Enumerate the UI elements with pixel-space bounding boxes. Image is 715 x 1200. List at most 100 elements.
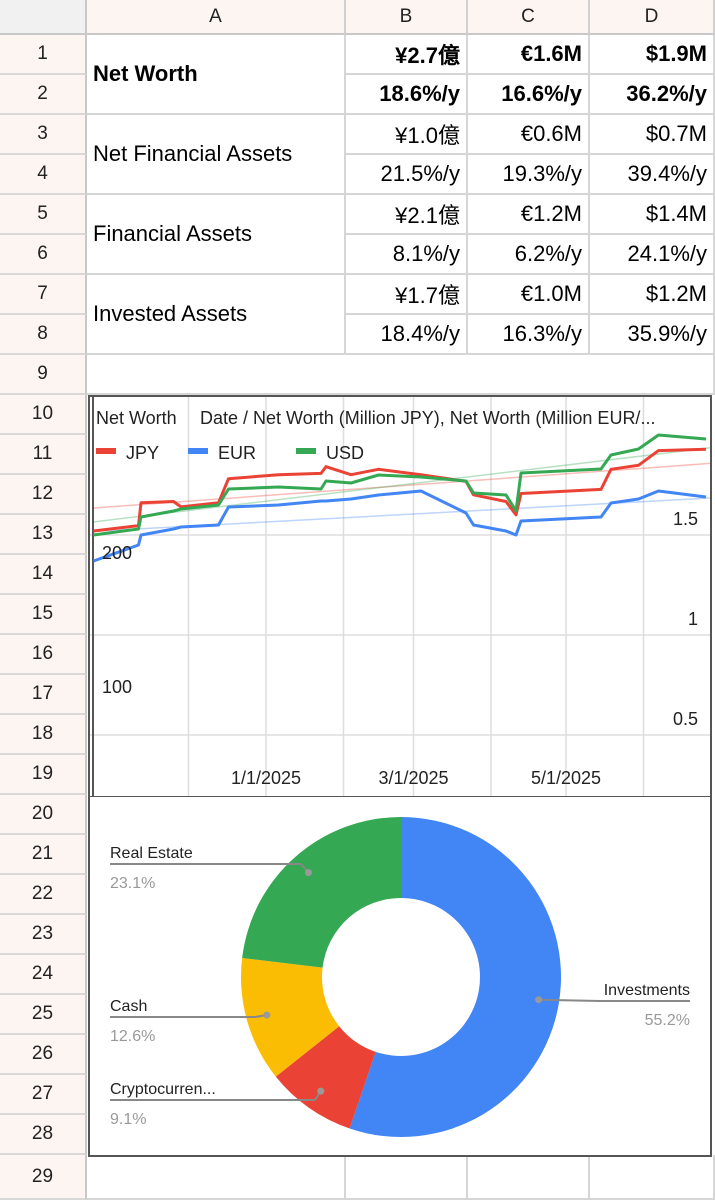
- row-header-5[interactable]: 5: [0, 195, 87, 235]
- row-header-20[interactable]: 20: [0, 795, 87, 835]
- summary-label[interactable]: Financial Assets: [87, 195, 346, 275]
- slice-investments: [349, 817, 561, 1137]
- usd-trendline: [93, 447, 710, 523]
- summary-growth[interactable]: 6.2%/y: [468, 235, 590, 275]
- row-header-7[interactable]: 7: [0, 275, 87, 315]
- left-axis-tick: 100: [102, 677, 132, 697]
- select-all-corner[interactable]: [0, 0, 87, 35]
- summary-value[interactable]: ¥1.7億: [346, 275, 468, 315]
- row-header-25[interactable]: 25: [0, 995, 87, 1035]
- leader-line: [538, 998, 601, 1002]
- summary-value[interactable]: $0.7M: [590, 115, 715, 155]
- x-axis-tick: 5/1/2025: [531, 768, 601, 788]
- jpy-series-line: [93, 447, 707, 533]
- summary-growth[interactable]: 24.1%/y: [590, 235, 715, 275]
- donut-chart-svg: Investments 55.2% Cryptocurren... 9.1% Cash 1…: [110, 817, 690, 1137]
- summary-value[interactable]: ¥2.1億: [346, 195, 468, 235]
- leader-dot: [304, 869, 312, 877]
- asset-allocation-donut-chart[interactable]: Investments 55.2% Cryptocurren... 9.1% Cash 1…: [88, 797, 712, 1157]
- slice-label: Cryptocurren...: [110, 1081, 216, 1098]
- column-header-c[interactable]: C: [468, 0, 590, 35]
- row-header-14[interactable]: 14: [0, 555, 87, 595]
- row-header-28[interactable]: 28: [0, 1115, 87, 1155]
- row-header-2[interactable]: 2: [0, 75, 87, 115]
- summary-growth[interactable]: 8.1%/y: [346, 235, 468, 275]
- row-header-27[interactable]: 27: [0, 1075, 87, 1115]
- empty-row-9[interactable]: [87, 355, 715, 395]
- cell-b29[interactable]: [346, 1155, 468, 1200]
- right-axis-tick: 1.5: [673, 509, 698, 529]
- row-header-8[interactable]: 8: [0, 315, 87, 355]
- summary-label[interactable]: Net Worth: [87, 35, 346, 115]
- row-header-29[interactable]: 29: [0, 1155, 87, 1200]
- summary-growth[interactable]: 35.9%/y: [590, 315, 715, 355]
- summary-value[interactable]: €0.6M: [468, 115, 590, 155]
- summary-value[interactable]: $1.2M: [590, 275, 715, 315]
- right-axis-tick: 0.5: [673, 709, 698, 729]
- summary-growth[interactable]: 16.3%/y: [468, 315, 590, 355]
- row-header-15[interactable]: 15: [0, 595, 87, 635]
- line-chart-svg: Net Worth Date / Net Worth (Million JPY),…: [90, 397, 710, 796]
- row-header-26[interactable]: 26: [0, 1035, 87, 1075]
- summary-value[interactable]: $1.4M: [590, 195, 715, 235]
- row-header-22[interactable]: 22: [0, 875, 87, 915]
- legend-label-usd: USD: [326, 443, 364, 463]
- row-header-4[interactable]: 4: [0, 155, 87, 195]
- column-header-b[interactable]: B: [346, 0, 468, 35]
- summary-label[interactable]: Net Financial Assets: [87, 115, 346, 195]
- net-worth-line-chart[interactable]: Net Worth Date / Net Worth (Million JPY),…: [88, 395, 712, 798]
- summary-growth[interactable]: 19.3%/y: [468, 155, 590, 195]
- row-header-24[interactable]: 24: [0, 955, 87, 995]
- legend-swatch-usd: [296, 448, 316, 454]
- row-header-23[interactable]: 23: [0, 915, 87, 955]
- legend-label-eur: EUR: [218, 443, 256, 463]
- slice-percent: 55.2%: [645, 1012, 690, 1029]
- row-header-10[interactable]: 10: [0, 395, 87, 435]
- row-header-13[interactable]: 13: [0, 515, 87, 555]
- row-header-21[interactable]: 21: [0, 835, 87, 875]
- summary-growth[interactable]: 18.6%/y: [346, 75, 468, 115]
- x-axis-tick: 3/1/2025: [378, 768, 448, 788]
- row-header-12[interactable]: 12: [0, 475, 87, 515]
- summary-value[interactable]: ¥2.7億: [346, 35, 468, 75]
- cell-d29[interactable]: [590, 1155, 715, 1200]
- summary-value[interactable]: €1.2M: [468, 195, 590, 235]
- summary-growth[interactable]: 16.6%/y: [468, 75, 590, 115]
- summary-value[interactable]: ¥1.0億: [346, 115, 468, 155]
- slice-percent: 12.6%: [110, 1028, 155, 1045]
- summary-growth[interactable]: 36.2%/y: [590, 75, 715, 115]
- summary-label[interactable]: Invested Assets: [87, 275, 346, 355]
- slice-percent: 9.1%: [110, 1111, 146, 1128]
- row-header-11[interactable]: 11: [0, 435, 87, 475]
- legend-swatch-eur: [188, 448, 208, 454]
- row-header-17[interactable]: 17: [0, 675, 87, 715]
- column-header-d[interactable]: D: [590, 0, 715, 35]
- summary-growth[interactable]: 18.4%/y: [346, 315, 468, 355]
- slice-label: Real Estate: [110, 845, 193, 862]
- slice-percent: 23.1%: [110, 875, 155, 892]
- summary-growth[interactable]: 21.5%/y: [346, 155, 468, 195]
- chart-title: Net Worth: [96, 408, 177, 428]
- summary-value[interactable]: €1.6M: [468, 35, 590, 75]
- legend-swatch-jpy: [96, 448, 116, 454]
- row-header-3[interactable]: 3: [0, 115, 87, 155]
- cell-c29[interactable]: [468, 1155, 590, 1200]
- row-header-18[interactable]: 18: [0, 715, 87, 755]
- row-header-19[interactable]: 19: [0, 755, 87, 795]
- slice-realestate: [242, 817, 401, 968]
- row-header-16[interactable]: 16: [0, 635, 87, 675]
- summary-growth[interactable]: 39.4%/y: [590, 155, 715, 195]
- eur-series-line: [92, 489, 707, 563]
- jpy-trendline: [93, 462, 710, 509]
- leader-dot: [535, 996, 543, 1004]
- row-header-9[interactable]: 9: [0, 355, 87, 395]
- column-header-a[interactable]: A: [87, 0, 346, 35]
- summary-value[interactable]: $1.9M: [590, 35, 715, 75]
- summary-value[interactable]: €1.0M: [468, 275, 590, 315]
- row-header-6[interactable]: 6: [0, 235, 87, 275]
- slice-label: Investments: [604, 982, 690, 999]
- x-axis-tick: 1/1/2025: [231, 768, 301, 788]
- cell-a29[interactable]: [87, 1155, 346, 1200]
- row-header-1[interactable]: 1: [0, 35, 87, 75]
- slice-label: Cash: [110, 998, 147, 1015]
